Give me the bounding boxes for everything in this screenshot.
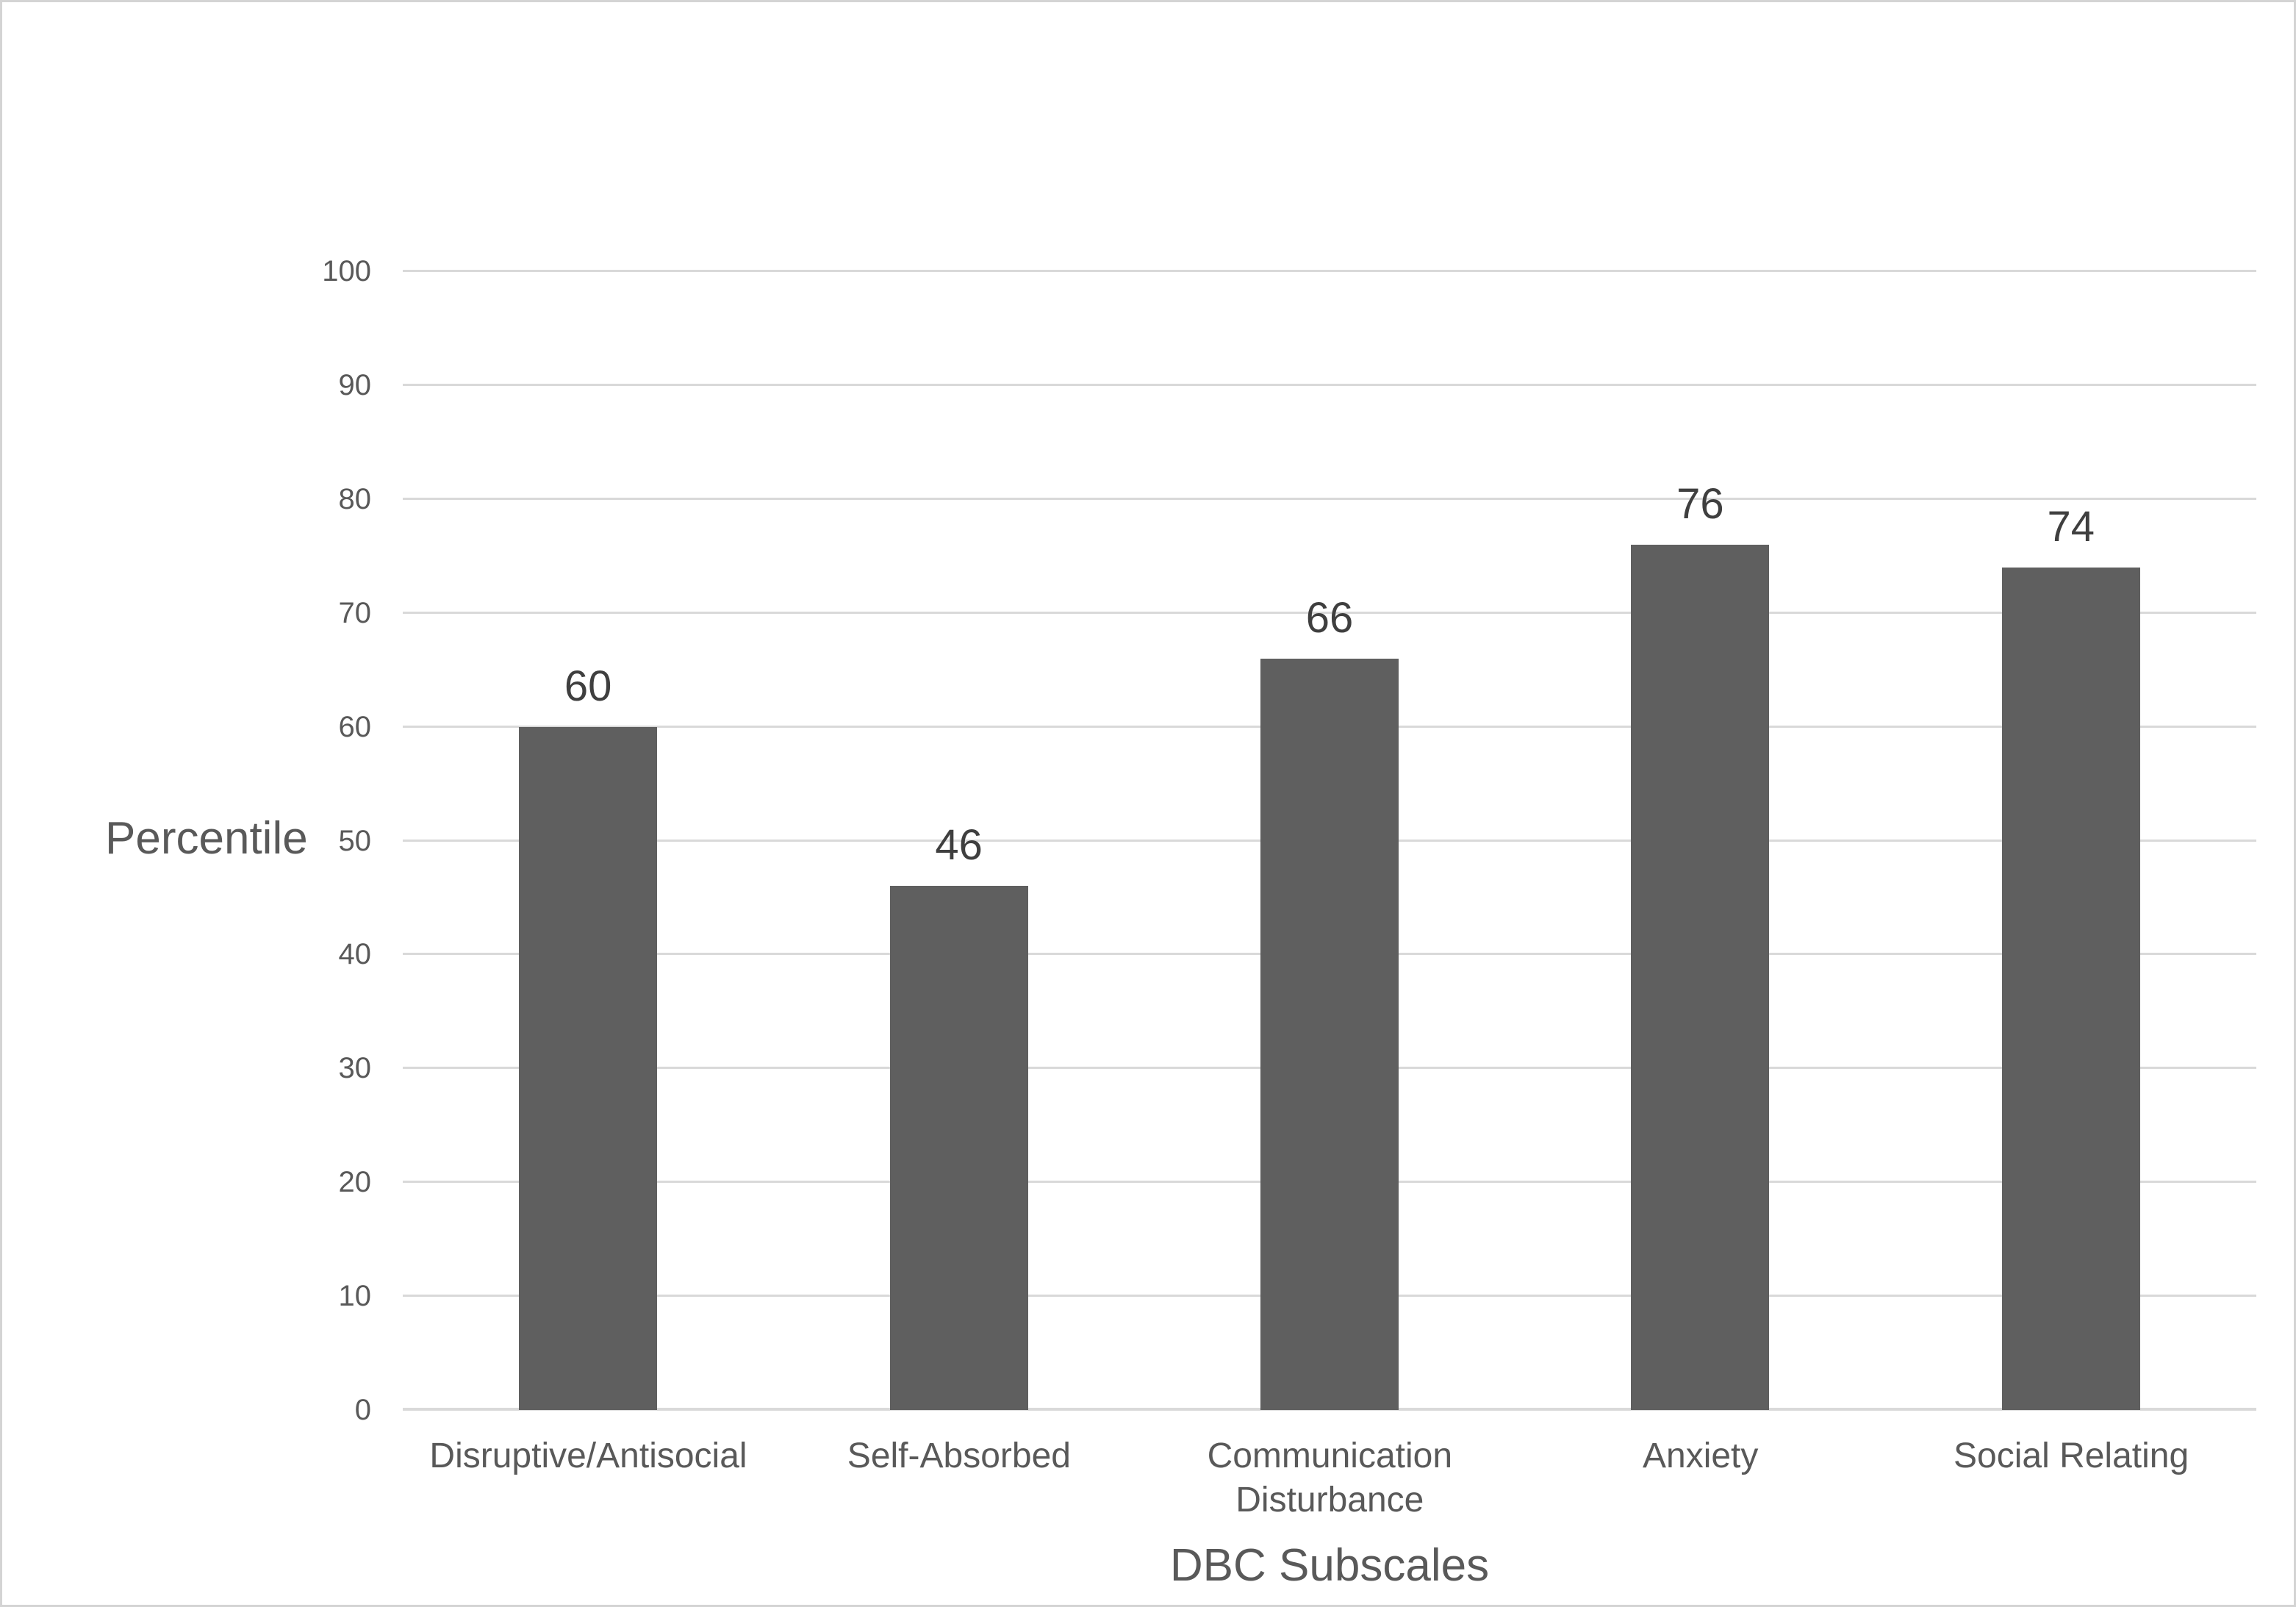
bar xyxy=(519,726,658,1410)
gridline xyxy=(403,497,2256,500)
plot-area: 60 46 66 76 74 xyxy=(403,270,2256,1411)
y-tick-label: 70 xyxy=(338,596,372,629)
bar-value-label: 46 xyxy=(935,821,983,870)
category-label: Social Relating xyxy=(1954,1436,2189,1475)
y-tick-label: 80 xyxy=(338,482,372,515)
y-tick-label: 0 xyxy=(354,1394,371,1426)
y-axis-title: Percentile xyxy=(105,813,308,864)
bar xyxy=(1260,658,1399,1410)
x-axis-title: DBC Subscales xyxy=(1169,1540,1490,1591)
bar-value-label: 66 xyxy=(1305,593,1354,642)
gridline xyxy=(403,270,2256,272)
category-label: Self-Absorbed xyxy=(847,1436,1071,1475)
category-label: Anxiety xyxy=(1642,1436,1759,1475)
y-tick-label: 10 xyxy=(338,1280,372,1313)
gridline xyxy=(403,383,2256,386)
bar-value-label: 74 xyxy=(2047,502,2095,551)
y-tick-label: 30 xyxy=(338,1052,372,1085)
y-tick-label: 50 xyxy=(338,824,372,857)
y-tick-label: 90 xyxy=(338,368,372,401)
category-label: Disruptive/Antisocial xyxy=(429,1436,747,1475)
gridline xyxy=(403,611,2256,614)
category-label: Communication Disturbance xyxy=(1207,1436,1453,1520)
y-tick-label: 40 xyxy=(338,938,372,971)
y-tick-label: 20 xyxy=(338,1166,372,1199)
bar-value-label: 60 xyxy=(564,662,612,710)
y-tick-label: 100 xyxy=(322,255,371,287)
bar xyxy=(2001,567,2140,1410)
bar-value-label: 76 xyxy=(1676,479,1724,528)
y-tick-label: 60 xyxy=(338,710,372,743)
bar xyxy=(1631,544,1770,1410)
bar xyxy=(889,886,1028,1410)
